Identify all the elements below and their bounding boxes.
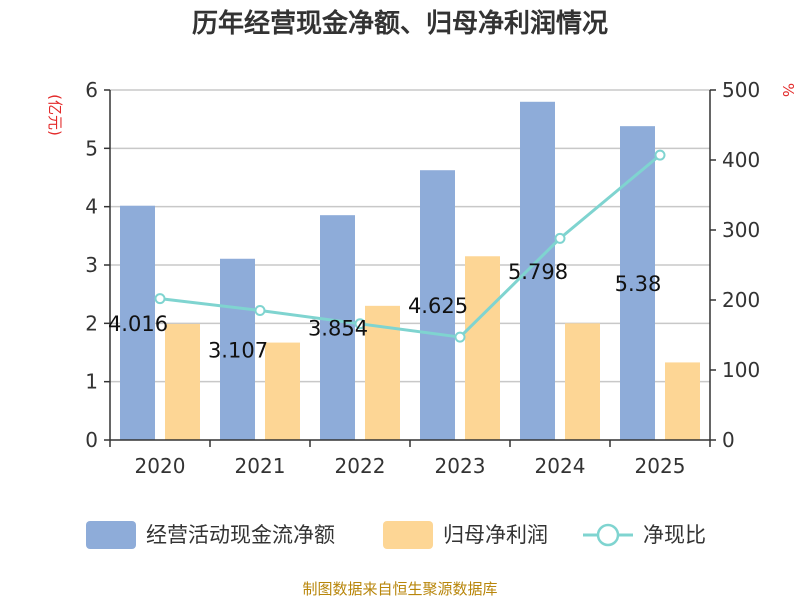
gridlines bbox=[110, 89, 710, 383]
series-cashflow-bars bbox=[120, 101, 655, 441]
x-axis-tick-label: 2020 bbox=[135, 454, 186, 478]
legend-marker-ratio bbox=[596, 523, 620, 547]
ratio-point bbox=[554, 232, 566, 244]
right-axis-tick-label: 500 bbox=[722, 78, 760, 102]
bar-netprofit bbox=[165, 323, 200, 440]
bar-netprofit bbox=[665, 362, 700, 440]
data-label-cashflow: 3.107 bbox=[208, 338, 268, 362]
legend-label-cashflow: 经营活动现金流净额 bbox=[146, 523, 335, 547]
right-axis-tick-label: 0 bbox=[722, 428, 735, 452]
x-axis-tick-label: 2023 bbox=[435, 454, 486, 478]
ratio-point bbox=[354, 318, 366, 330]
bar-cashflow bbox=[320, 215, 355, 440]
left-axis-unit: (亿元) bbox=[46, 94, 64, 136]
right-axis-tick-label: 200 bbox=[722, 288, 760, 312]
legend-swatch-cashflow bbox=[86, 521, 136, 549]
left-axis-tick-label: 0 bbox=[85, 428, 98, 452]
bar-netprofit bbox=[565, 323, 600, 440]
ratio-point bbox=[454, 331, 466, 343]
left-axis-tick-label: 3 bbox=[85, 253, 98, 277]
x-axis-tick-label: 2024 bbox=[535, 454, 586, 478]
bar-netprofit bbox=[465, 256, 500, 440]
ratio-line-path bbox=[159, 153, 661, 339]
legend-label-ratio: 净现比 bbox=[643, 523, 706, 547]
data-label-cashflow: 3.854 bbox=[308, 317, 368, 341]
axes: 0 1 2 3 4 5 6 0 100 200 300 400 500 2020 2021 2022 2023 2… bbox=[85, 78, 760, 478]
left-axis-tick-label: 5 bbox=[85, 136, 98, 160]
left-axis-tick-label: 6 bbox=[85, 78, 98, 102]
left-axis-tick-label: 2 bbox=[85, 311, 98, 335]
data-label-cashflow: 5.38 bbox=[615, 272, 662, 296]
chart-title: 历年经营现金净额、归母净利润情况 bbox=[192, 8, 608, 39]
ratio-point bbox=[154, 293, 166, 305]
bar-netprofit bbox=[265, 342, 300, 440]
x-axis-tick-label: 2021 bbox=[235, 454, 286, 478]
bar-cashflow bbox=[620, 126, 655, 441]
legend-swatch-netprofit bbox=[383, 521, 433, 549]
series-netprofit-bars bbox=[165, 256, 700, 440]
left-axis-tick-label: 4 bbox=[85, 195, 98, 219]
bar-cashflow bbox=[220, 258, 255, 440]
source-note: 制图数据来自恒生聚源数据库 bbox=[302, 580, 497, 598]
legend-label-netprofit: 归母净利润 bbox=[443, 523, 548, 547]
data-label-cashflow: 4.625 bbox=[408, 294, 468, 318]
ratio-point bbox=[254, 305, 266, 316]
right-axis-unit: % bbox=[779, 83, 797, 97]
ratio-point bbox=[654, 149, 666, 161]
left-axis-tick-label: 1 bbox=[85, 370, 98, 394]
data-label-cashflow: 5.798 bbox=[508, 260, 568, 284]
right-axis-tick-label: 400 bbox=[722, 148, 760, 172]
bar-cashflow bbox=[120, 205, 155, 440]
data-labels: 4.016 3.107 3.854 4.625 5.798 5.38 bbox=[108, 260, 661, 362]
bar-cashflow bbox=[420, 170, 455, 441]
x-axis-tick-label: 2022 bbox=[335, 454, 386, 478]
x-axis-tick-label: 2025 bbox=[635, 454, 686, 478]
right-axis-tick-label: 100 bbox=[722, 358, 760, 382]
series-ratio-line bbox=[154, 149, 666, 343]
legend: 经营活动现金流净额 归母净利润 净现比 bbox=[86, 521, 706, 549]
data-label-cashflow: 4.016 bbox=[108, 312, 168, 336]
right-axis-tick-label: 300 bbox=[722, 218, 760, 242]
